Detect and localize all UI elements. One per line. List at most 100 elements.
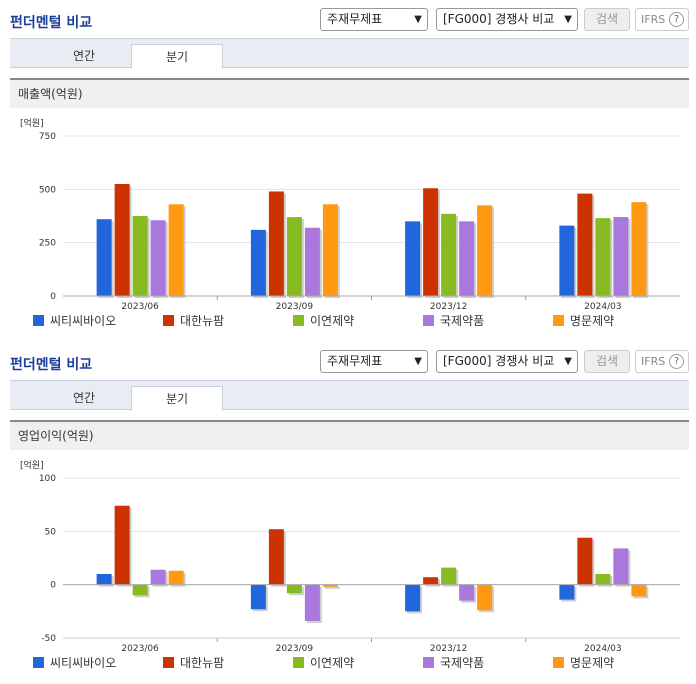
legend-label: 명문제약 [570, 314, 615, 328]
x-tick-label: 2023/06 [121, 302, 159, 312]
bar[interactable] [477, 584, 493, 611]
group-select[interactable]: [FG000] 경쟁사 비교 ▼ [436, 8, 578, 31]
y-tick-label: 250 [39, 239, 56, 249]
legend-swatch [293, 315, 304, 326]
period-tabs: 연간 분기 [10, 380, 689, 411]
tab-annual[interactable]: 연간 [72, 391, 96, 405]
bar[interactable] [613, 548, 629, 585]
search-button[interactable]: 검색 [584, 350, 630, 373]
bar[interactable] [577, 193, 593, 296]
bar[interactable] [595, 574, 611, 585]
bar[interactable] [304, 584, 320, 621]
panel-header: 펀더멘털 비교 주재무제표 ▼ [FG000] 경쟁사 비교 ▼ 검색 IFRS… [0, 342, 696, 380]
x-tick-label: 2024/03 [584, 644, 621, 654]
tab-quarterly[interactable]: 분기 [131, 44, 223, 69]
y-unit-label: [억원] [20, 117, 44, 129]
bar[interactable] [322, 584, 338, 587]
legend-item[interactable]: 대한뉴팜 [163, 313, 224, 329]
bar[interactable] [459, 221, 475, 296]
bar[interactable] [168, 204, 184, 296]
bar[interactable] [405, 584, 421, 612]
x-tick-label: 2023/09 [276, 302, 314, 312]
y-tick-label: 0 [50, 581, 56, 591]
legend-item[interactable]: 씨티씨바이오 [33, 313, 116, 329]
panel-title: 펀더멘털 비교 [10, 357, 93, 373]
bar[interactable] [441, 567, 457, 585]
legend-item[interactable]: 대한뉴팜 [163, 655, 224, 671]
bar[interactable] [423, 188, 439, 296]
search-button[interactable]: 검색 [584, 8, 630, 31]
bar[interactable] [613, 217, 629, 296]
bar[interactable] [96, 574, 112, 585]
legend-item[interactable]: 명문제약 [553, 655, 614, 671]
bar[interactable] [423, 577, 439, 585]
bar[interactable] [559, 225, 575, 296]
fundamental-panel-operating-profit: 펀더멘털 비교 주재무제표 ▼ [FG000] 경쟁사 비교 ▼ 검색 IFRS… [0, 342, 696, 450]
bar[interactable] [286, 584, 302, 594]
ifrs-help-button[interactable]: IFRS ? [635, 350, 689, 373]
y-tick-label: 100 [39, 474, 56, 484]
bar[interactable] [250, 229, 266, 296]
legend-item[interactable]: 명문제약 [553, 313, 614, 329]
legend-swatch [553, 657, 564, 668]
legend-item[interactable]: 국제약품 [423, 313, 484, 329]
bar[interactable] [286, 217, 302, 296]
bar[interactable] [459, 584, 475, 601]
tab-quarterly[interactable]: 분기 [131, 386, 223, 411]
y-unit-label: [억원] [20, 459, 44, 471]
legend-item[interactable]: 이연제약 [293, 655, 354, 671]
bar[interactable] [96, 219, 112, 296]
bar[interactable] [150, 220, 166, 296]
bar[interactable] [268, 191, 284, 296]
x-tick-label: 2024/03 [584, 302, 621, 312]
legend-label: 대한뉴팜 [180, 656, 225, 670]
legend-label: 이연제약 [310, 656, 355, 670]
bar[interactable] [304, 227, 320, 296]
bar[interactable] [441, 213, 457, 296]
bar[interactable] [559, 584, 575, 600]
statement-select[interactable]: 주재무제표 ▼ [320, 8, 428, 31]
bar[interactable] [150, 569, 166, 585]
fundamental-panel-revenue: 펀더멘털 비교 주재무제표 ▼ [FG000] 경쟁사 비교 ▼ 검색 IFRS… [0, 0, 696, 108]
bar[interactable] [405, 221, 421, 296]
chevron-down-icon: ▼ [414, 14, 422, 25]
bar[interactable] [268, 529, 284, 585]
statement-select-value: 주재무제표 [327, 12, 383, 26]
legend-label: 씨티씨바이오 [50, 314, 117, 328]
statement-select[interactable]: 주재무제표 ▼ [320, 350, 428, 373]
legend-item[interactable]: 국제약품 [423, 655, 484, 671]
bar[interactable] [595, 218, 611, 296]
tab-annual[interactable]: 연간 [72, 49, 96, 63]
group-select-value: [FG000] 경쟁사 비교 [443, 354, 555, 368]
chevron-down-icon: ▼ [414, 356, 422, 367]
ifrs-help-button[interactable]: IFRS ? [635, 8, 689, 31]
legend-item[interactable]: 씨티씨바이오 [33, 655, 116, 671]
bar[interactable] [631, 584, 647, 597]
bar[interactable] [577, 537, 593, 585]
legend-label: 명문제약 [570, 656, 615, 670]
x-tick-label: 2023/06 [121, 644, 159, 654]
chevron-down-icon: ▼ [564, 356, 572, 367]
help-icon: ? [669, 12, 684, 27]
revenue-chart-legend: 씨티씨바이오 대한뉴팜 이연제약 국제약품 명문제약 [0, 313, 696, 331]
bar[interactable] [168, 570, 184, 585]
revenue-chart: [억원] 0 250 500 750 2023/06 2023/09 2023/12 2024/… [20, 117, 680, 312]
bar[interactable] [322, 204, 338, 296]
ifrs-label: IFRS [641, 355, 666, 368]
bar[interactable] [114, 505, 130, 585]
bar[interactable] [132, 216, 148, 296]
x-tick-label: 2023/12 [430, 644, 467, 654]
x-tick-label: 2023/12 [430, 302, 467, 312]
bar[interactable] [631, 202, 647, 296]
bar-shadow [324, 586, 340, 589]
group-select[interactable]: [FG000] 경쟁사 비교 ▼ [436, 350, 578, 373]
x-tick-label: 2023/09 [276, 644, 314, 654]
bar[interactable] [250, 584, 266, 610]
y-tick-label: 500 [39, 185, 56, 195]
legend-item[interactable]: 이연제약 [293, 313, 354, 329]
panel-header: 펀더멘털 비교 주재무제표 ▼ [FG000] 경쟁사 비교 ▼ 검색 IFRS… [0, 0, 696, 38]
bar[interactable] [477, 205, 493, 296]
metric-header: 매출액(억원) [10, 78, 689, 108]
bar[interactable] [132, 584, 148, 596]
bar[interactable] [114, 184, 130, 296]
